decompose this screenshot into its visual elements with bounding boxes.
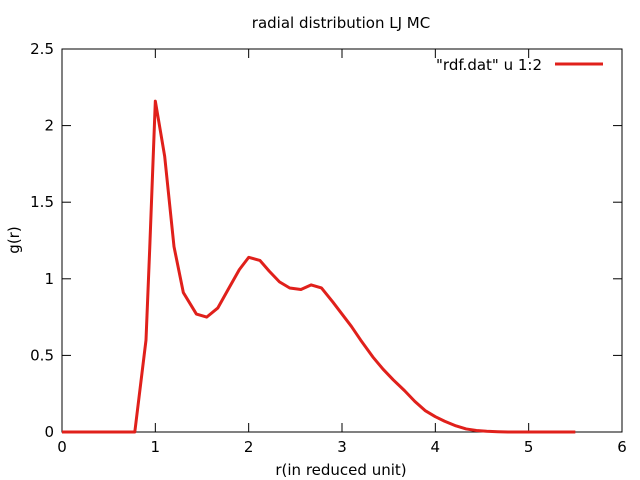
legend: "rdf.dat" u 1:2 bbox=[436, 56, 603, 74]
y-tick-label: 0 bbox=[44, 423, 54, 441]
x-tick-label: 2 bbox=[244, 438, 254, 456]
x-tick-label: 4 bbox=[431, 438, 441, 456]
y-tick-label: 1 bbox=[44, 270, 54, 288]
x-axis-label: r(in reduced unit) bbox=[275, 461, 406, 479]
x-tick-label: 3 bbox=[337, 438, 347, 456]
x-tick-label: 1 bbox=[151, 438, 161, 456]
legend-label: "rdf.dat" u 1:2 bbox=[436, 56, 542, 74]
y-tick-label: 0.5 bbox=[30, 346, 54, 364]
y-tick-label: 1.5 bbox=[30, 193, 54, 211]
plot-frame bbox=[61, 48, 623, 433]
chart-title: radial distribution LJ MC bbox=[252, 14, 430, 32]
x-tick-label: 0 bbox=[57, 438, 67, 456]
y-axis-label: g(r) bbox=[5, 226, 23, 253]
x-tick-label: 6 bbox=[617, 438, 627, 456]
ticks-layer: 0 1 2 3 4 5 6 0 0.5 1 1.5 2 2.5 bbox=[30, 40, 627, 456]
x-tick-label: 5 bbox=[524, 438, 534, 456]
y-tick-label: 2 bbox=[44, 117, 54, 135]
y-tick-label: 2.5 bbox=[30, 40, 54, 58]
series-line bbox=[62, 99, 576, 434]
series-layer bbox=[62, 99, 576, 434]
